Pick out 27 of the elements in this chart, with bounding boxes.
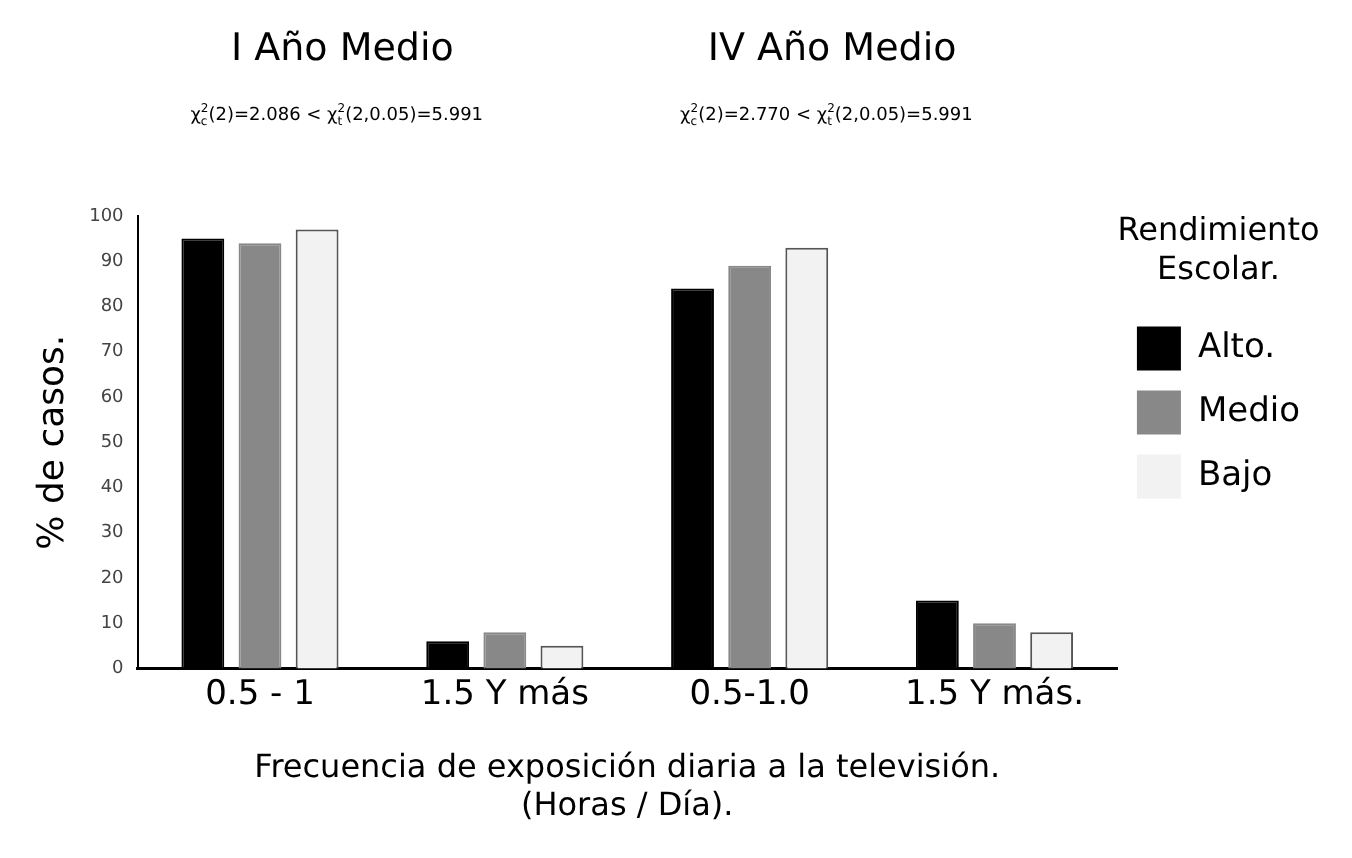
y-tick-label: 70 (100, 342, 125, 363)
y-tick-label: 20 (100, 568, 125, 589)
x-tick-label: 0.5-1.0 (689, 673, 810, 714)
legend-label: Bajo (1197, 455, 1273, 496)
y-tick-label: 10 (100, 613, 125, 634)
bar (483, 632, 527, 669)
bar (973, 623, 1016, 669)
y-tick-label: 60 (100, 387, 125, 408)
y-tick-label: 100 (89, 206, 125, 227)
y-axis-title: % de casos. (30, 334, 73, 550)
y-tick-label: 30 (100, 523, 125, 544)
legend-label: Medio (1197, 391, 1301, 432)
x-tick-label: 1.5 Y más. (905, 673, 1084, 714)
y-tick-label: 90 (100, 251, 125, 272)
text: IV Año Medio (707, 26, 957, 70)
x-tick-label: 1.5 Y más (420, 673, 590, 714)
bar (728, 265, 772, 669)
y-tick-label: 50 (100, 432, 125, 453)
legend-label: Alto. (1197, 327, 1275, 368)
x-axis-title: Frecuencia de exposición diaria a la televisión. (Horas / Día). (254, 746, 1001, 824)
bar (238, 243, 282, 669)
y-tick-label: 40 (100, 478, 125, 499)
legend-title: Rendimiento Escolar. (1117, 210, 1320, 287)
y-tick-label: 80 (100, 297, 125, 318)
y-tick-label: 0 (112, 659, 125, 680)
x-tick-label: 0.5 - 1 (205, 673, 315, 714)
text: I Año Medio (231, 26, 454, 70)
